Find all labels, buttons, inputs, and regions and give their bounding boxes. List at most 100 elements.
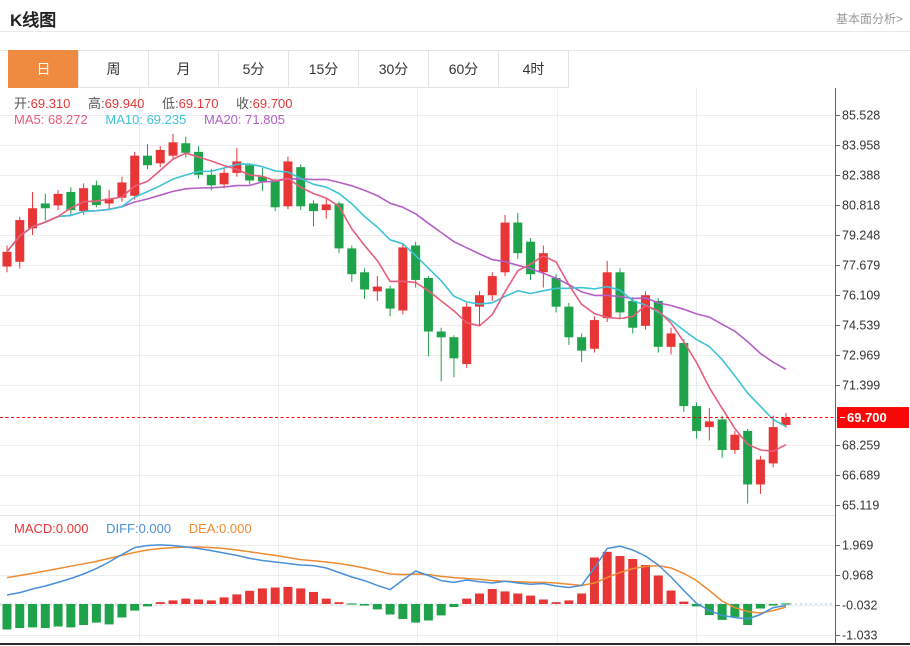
ma5-label: MA5: — [14, 112, 45, 127]
candle-body — [308, 203, 318, 212]
tab-period-3[interactable]: 5分 — [218, 50, 289, 88]
candle-body — [53, 193, 63, 206]
macd-bar — [755, 604, 765, 609]
macd-bar — [666, 590, 676, 604]
candle-body — [28, 208, 38, 229]
candle-body — [628, 300, 638, 328]
tab-period-5[interactable]: 30分 — [358, 50, 429, 88]
dea-label: DEA: — [188, 521, 220, 536]
ma20-value: 71.805 — [245, 112, 285, 127]
ohlc-readout: 开:69.310 高:69.940 低:69.170 收:69.700 — [14, 93, 292, 112]
price-tick-label: 71.399 — [842, 379, 880, 393]
macd-bar — [2, 604, 12, 630]
candle-body — [130, 155, 140, 196]
ma5-line — [6, 152, 787, 453]
macd-bar — [283, 586, 293, 604]
candle-body — [423, 278, 433, 332]
macd-bar — [500, 591, 510, 604]
diff-label: DIFF: — [106, 521, 139, 536]
fundamental-analysis-link[interactable]: 基本面分析> — [835, 12, 903, 26]
title-divider — [0, 31, 910, 32]
macd-value: 0.000 — [55, 521, 89, 536]
macd-bar — [219, 597, 229, 604]
macd-bar — [564, 600, 574, 604]
current-price-text: 69.700 — [847, 410, 887, 425]
macd-bar — [321, 598, 331, 604]
candle-body — [436, 331, 446, 338]
macd-tick-label: 1.969 — [842, 539, 873, 553]
candle-body — [155, 149, 165, 164]
tab-period-4[interactable]: 15分 — [288, 50, 359, 88]
candle-body — [641, 295, 650, 326]
macd-tick-label: -1.033 — [842, 629, 877, 643]
tab-period-2[interactable]: 月 — [148, 50, 219, 88]
macd-bar — [117, 604, 127, 618]
candle-body — [653, 300, 663, 347]
macd-label: MACD: — [14, 521, 56, 536]
macd-bar — [768, 604, 778, 606]
candle-body — [679, 342, 689, 407]
ma20-label: MA20: — [203, 112, 242, 127]
macd-bar — [781, 603, 791, 605]
tab-period-1[interactable]: 周 — [78, 50, 149, 88]
candle-body — [500, 222, 510, 273]
candle-body — [666, 333, 676, 347]
macd-bar — [15, 604, 25, 628]
macd-bar — [142, 604, 152, 607]
tab-period-6[interactable]: 60分 — [428, 50, 499, 88]
macd-bar — [40, 604, 50, 628]
macd-bar — [692, 604, 702, 607]
candle-body — [334, 203, 344, 249]
macd-bar — [538, 599, 548, 604]
macd-bar — [474, 593, 484, 604]
macd-bar — [28, 604, 38, 628]
candle-body — [398, 247, 408, 311]
tab-period-7[interactable]: 4时 — [498, 50, 569, 88]
candle-body — [321, 204, 331, 211]
candle-body — [245, 165, 255, 181]
low-label: 低: — [162, 96, 179, 111]
macd-bar — [206, 600, 216, 604]
candle-body — [15, 220, 25, 262]
candle-body — [411, 245, 421, 280]
candle-body — [270, 180, 280, 208]
candle-body — [577, 337, 587, 351]
candle-body — [462, 306, 472, 365]
ma5-value: 68.272 — [47, 112, 88, 127]
candle-body — [117, 182, 127, 198]
candle-body — [551, 278, 561, 307]
candle-body — [79, 188, 89, 212]
macd-bar — [398, 604, 408, 619]
candle-body — [372, 286, 382, 292]
macd-bar — [232, 594, 242, 604]
macd-bar — [270, 587, 280, 604]
candle-body — [692, 406, 702, 431]
macd-bar — [257, 588, 267, 604]
macd-bar — [91, 604, 101, 623]
macd-bar — [296, 588, 306, 604]
kline-chart-area[interactable]: 85.528 83.958 82.388 80.818 79.248 77.679 76.1… — [0, 88, 910, 646]
dea-value: 0.000 — [219, 521, 252, 536]
macd-bar — [245, 590, 255, 604]
macd-bar — [487, 589, 497, 604]
macd-bar — [449, 604, 459, 607]
candle-body — [104, 198, 114, 204]
candle-body — [2, 251, 12, 267]
candle-body — [704, 421, 714, 428]
candle-body — [360, 272, 370, 290]
macd-bar — [168, 600, 178, 604]
ma20-line — [6, 178, 787, 371]
macd-bar — [679, 601, 689, 604]
macd-bar — [360, 604, 370, 606]
candle-body — [40, 203, 50, 209]
macd-bar — [641, 565, 650, 604]
macd-bar — [423, 604, 433, 621]
macd-bar — [347, 603, 357, 605]
macd-bar — [66, 604, 76, 628]
x-axis-line — [0, 643, 910, 645]
tab-period-0[interactable]: 日 — [8, 50, 79, 88]
candle-body — [564, 306, 574, 338]
ma10-value: 69.235 — [146, 112, 187, 127]
candle-body — [615, 272, 625, 313]
grid-lines — [0, 88, 835, 643]
